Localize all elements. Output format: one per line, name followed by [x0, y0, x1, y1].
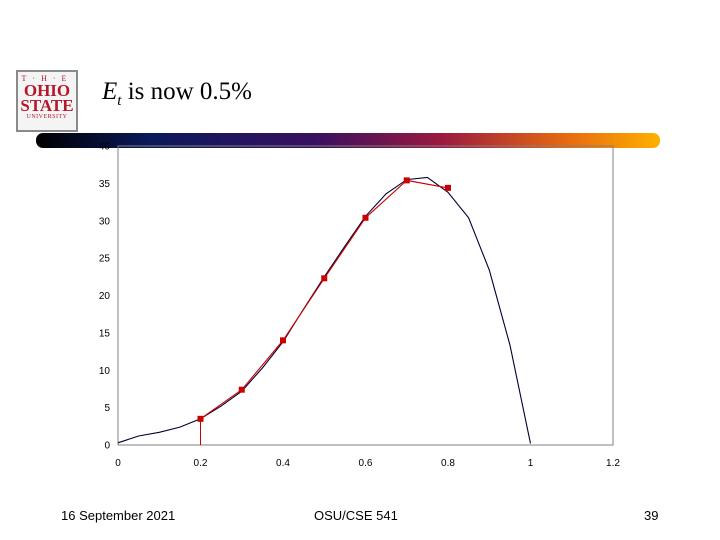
- plot-area: 0 5 10 15 20 25 30 35 40 0 0.2 0.4 0.6 0.8 1 1.2: [99, 142, 621, 470]
- y-tick-label: 5: [104, 403, 110, 414]
- title-gradient-bar: [36, 133, 660, 148]
- x-tick-label: 0.2: [194, 458, 208, 469]
- slide-title: Et is now 0.5%: [102, 78, 252, 110]
- footer-date: 16 September 2021: [61, 508, 176, 523]
- y-tick-label: 15: [99, 328, 111, 339]
- y-tick-label: 40: [99, 142, 111, 153]
- data-point: [445, 184, 451, 191]
- title-subscript: t: [117, 93, 122, 109]
- footer-course: OSU/CSE 541: [314, 508, 398, 523]
- logo-line-university: UNIVERSITY: [26, 114, 68, 120]
- title-rest: is now 0.5%: [121, 78, 253, 105]
- x-tick-label: 1.2: [606, 458, 620, 469]
- data-point: [403, 177, 410, 184]
- ohio-state-logo: T·H·E OHIO STATE UNIVERSITY: [16, 70, 78, 132]
- y-tick-label: 0: [104, 441, 110, 452]
- x-tick-label: 0: [115, 458, 121, 469]
- logo-line-ohio: OHIO: [23, 81, 71, 100]
- series-line-2: [200, 179, 449, 420]
- x-tick-label: 0.4: [276, 458, 290, 469]
- page-number: 39: [644, 508, 659, 523]
- title-symbol: E: [102, 78, 118, 105]
- y-tick-label: 30: [99, 216, 111, 227]
- logo-line-state: STATE: [20, 96, 74, 115]
- y-tick-label: 25: [99, 254, 111, 265]
- logo-line-the: T·H·E: [21, 74, 73, 83]
- x-tick-label: 0.6: [359, 458, 373, 469]
- data-point: [197, 415, 204, 422]
- data-point: [362, 214, 369, 221]
- data-point: [238, 386, 245, 393]
- x-tick-label: 1: [528, 458, 534, 469]
- series-line-1: [117, 176, 532, 444]
- plot-frame: [117, 145, 614, 446]
- y-tick-label: 20: [99, 291, 111, 302]
- data-point: [321, 275, 328, 282]
- x-tick-label: 0.8: [441, 458, 455, 469]
- data-point: [280, 337, 286, 344]
- y-tick-label: 35: [99, 179, 111, 190]
- y-tick-label: 10: [99, 366, 111, 377]
